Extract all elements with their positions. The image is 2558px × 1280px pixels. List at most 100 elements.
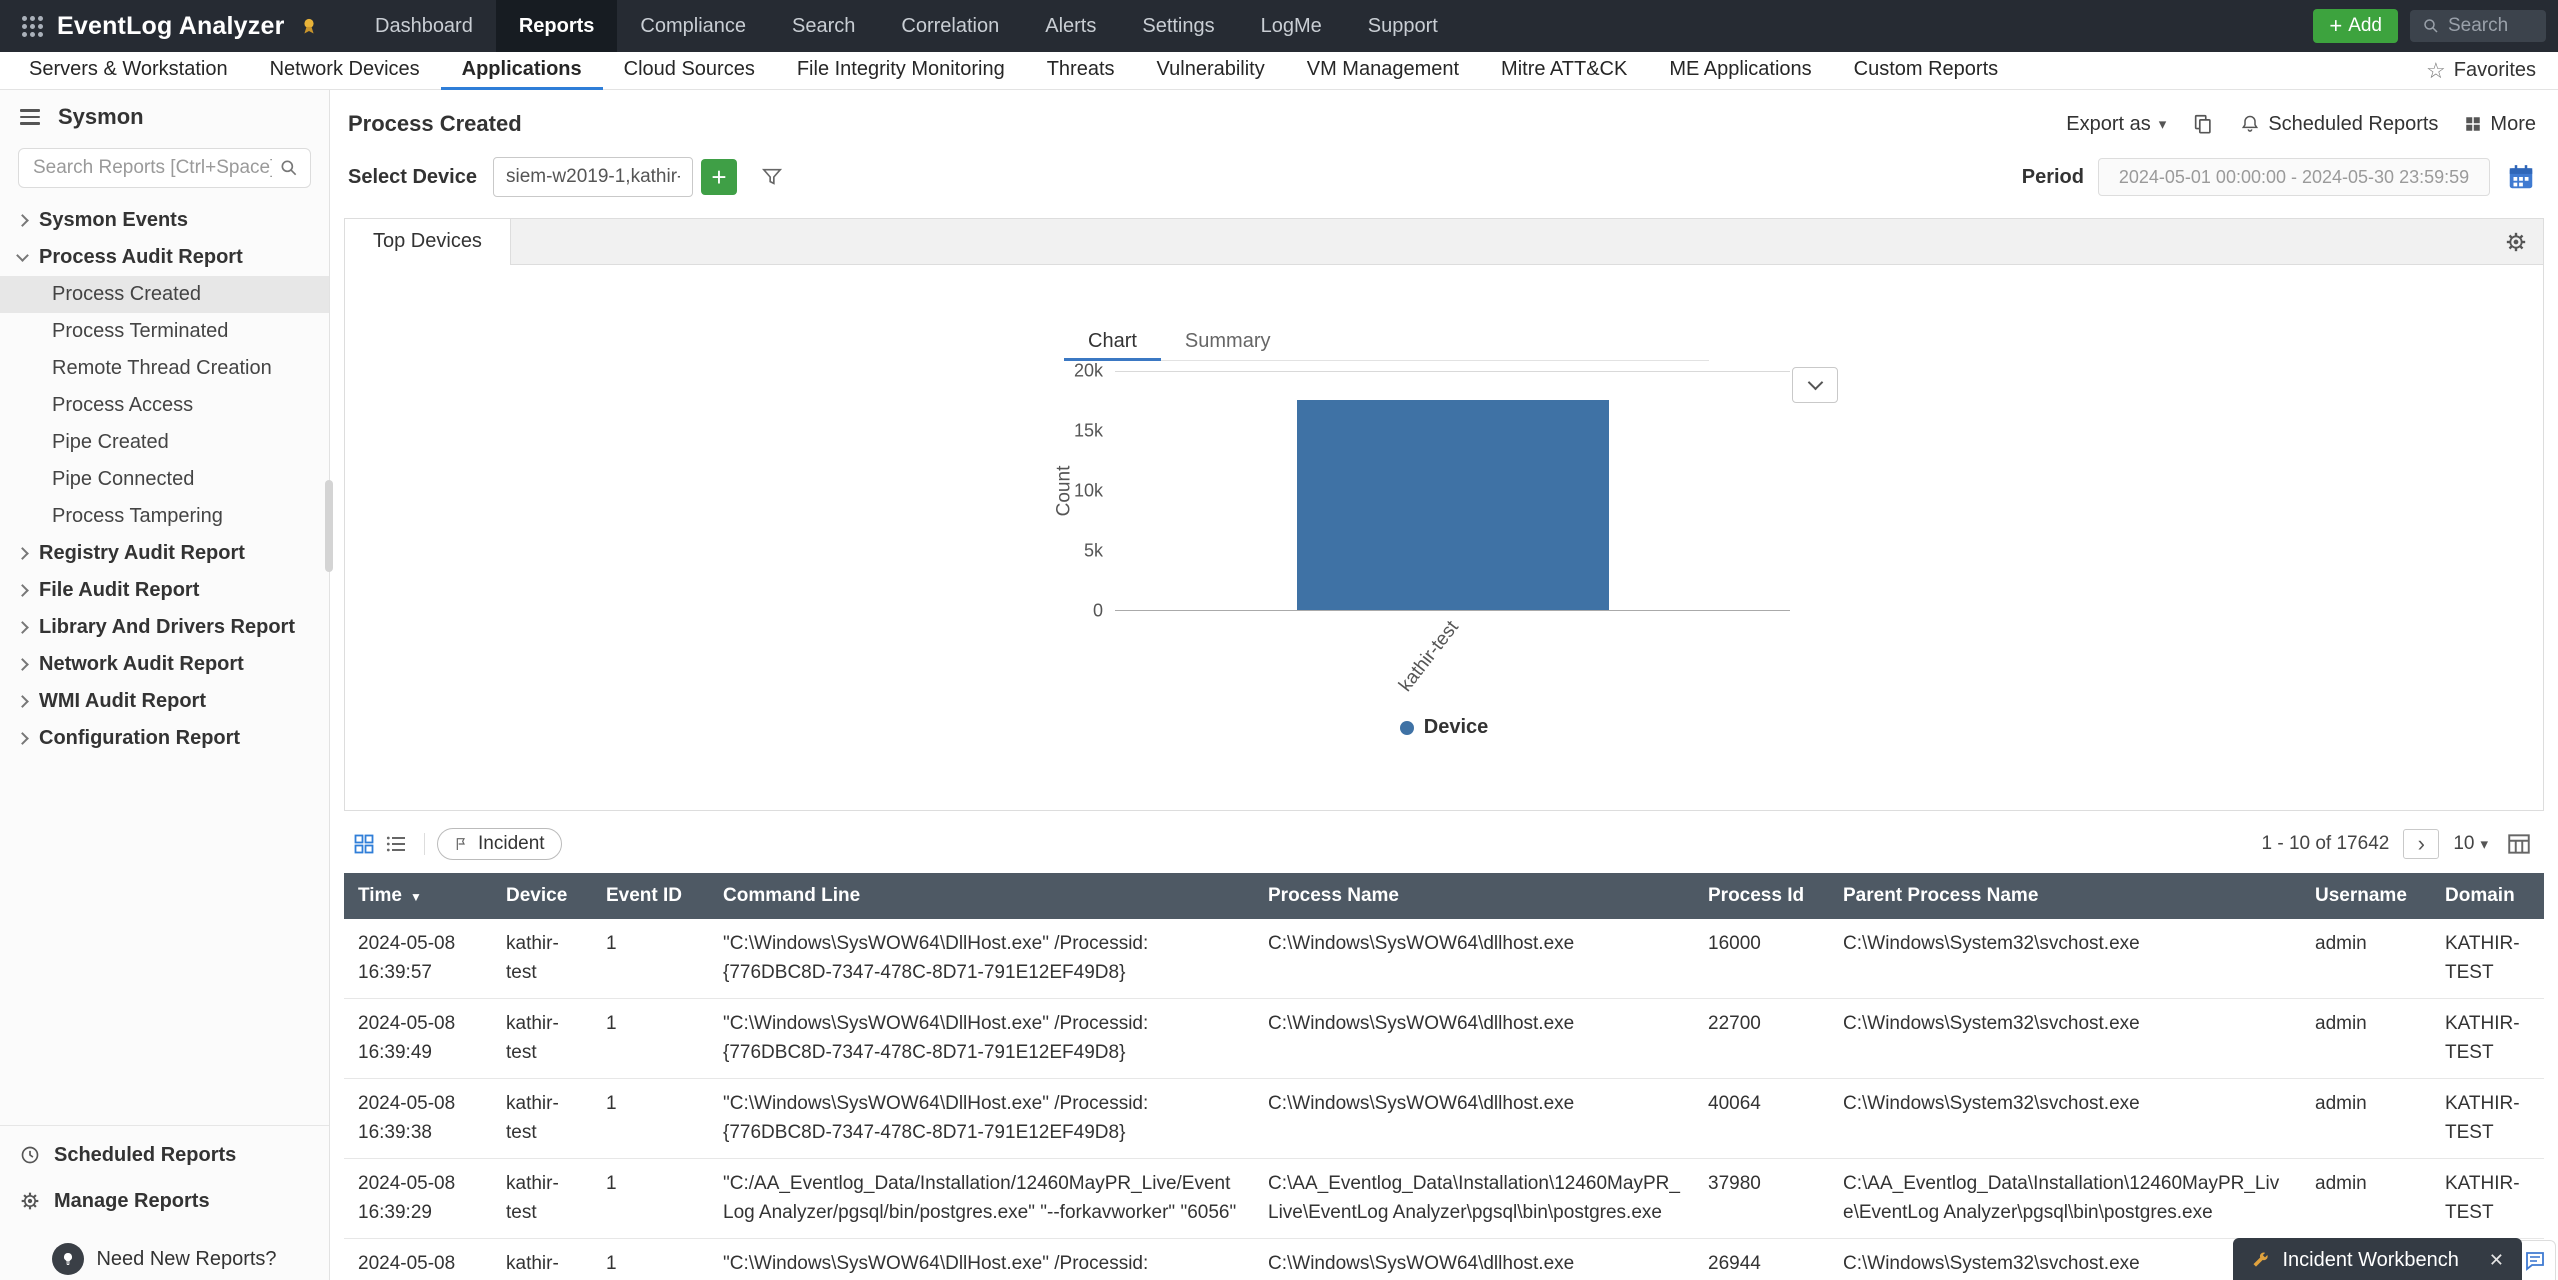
top-devices-panel: Top Devices Chart Summary Count 20k 15k xyxy=(344,218,2544,811)
subnav-cloud-sources[interactable]: Cloud Sources xyxy=(623,57,755,80)
subnav-vm-management[interactable]: VM Management xyxy=(1306,57,1460,80)
report-search-input[interactable] xyxy=(18,148,311,188)
subnav-mitre-attck[interactable]: Mitre ATT&CK xyxy=(1501,57,1628,80)
tree-item-process-access[interactable]: Process Access xyxy=(52,394,194,416)
table-row[interactable]: 2024-05-08 16:39:38 kathir-test 1 "C:\Windo… xyxy=(344,1078,2544,1159)
need-new-reports-button[interactable]: Need New Reports? xyxy=(0,1224,329,1280)
col-header-command-line[interactable]: Command Line xyxy=(709,873,1254,919)
apps-grid-icon[interactable] xyxy=(22,15,43,37)
cell-parent-process-name: C:\AA_Eventlog_Data\Installation\12460Ma… xyxy=(1829,1158,2301,1239)
tree-item-process-audit-report[interactable]: Process Audit Report xyxy=(0,239,329,276)
chart-options-chevron-button[interactable] xyxy=(1792,367,1838,403)
tree-item-process-created[interactable]: Process Created xyxy=(0,276,329,313)
scheduled-reports-button[interactable]: Scheduled Reports xyxy=(2240,113,2438,136)
column-chooser-icon[interactable] xyxy=(2502,827,2536,861)
next-page-button[interactable]: › xyxy=(2403,829,2440,859)
subnav-applications[interactable]: Applications xyxy=(440,52,603,90)
tree-item-network-audit-report[interactable]: Network Audit Report xyxy=(0,646,329,683)
tab-top-devices[interactable]: Top Devices xyxy=(345,218,511,265)
col-header-event-id[interactable]: Event ID xyxy=(592,873,709,919)
cell-domain: KATHIR-TEST xyxy=(2431,1158,2544,1239)
top-nav-logme[interactable]: LogMe xyxy=(1260,15,1322,37)
chevron-right-icon xyxy=(16,214,29,227)
top-nav-compliance[interactable]: Compliance xyxy=(640,15,747,37)
subnav-vulnerability[interactable]: Vulnerability xyxy=(1156,57,1265,80)
top-nav-dashboard[interactable]: Dashboard xyxy=(375,15,473,37)
col-header-process-name[interactable]: Process Name xyxy=(1254,873,1694,919)
y-tick: 20k xyxy=(1073,360,1103,381)
top-nav-settings[interactable]: Settings xyxy=(1142,15,1215,37)
subnav-me-applications[interactable]: ME Applications xyxy=(1669,57,1812,80)
tree-item-pipe-created[interactable]: Pipe Created xyxy=(52,431,169,453)
more-button[interactable]: More xyxy=(2464,113,2536,136)
grid-view-icon[interactable] xyxy=(348,828,380,860)
col-header-parent-process-name[interactable]: Parent Process Name xyxy=(1829,873,2301,919)
top-nav-support[interactable]: Support xyxy=(1367,15,1438,37)
period-range-input[interactable] xyxy=(2098,158,2490,196)
tree-item-process-terminated[interactable]: Process Terminated xyxy=(52,320,229,342)
incident-button[interactable]: Incident xyxy=(437,828,562,860)
global-search-input[interactable] xyxy=(2448,15,2528,37)
cell-username: admin xyxy=(2301,1158,2431,1239)
top-nav-alerts[interactable]: Alerts xyxy=(1045,15,1097,37)
table-row[interactable]: 2024-05-08 16:39:25kathir-test1"C:\Windo… xyxy=(344,1238,2544,1280)
list-view-icon[interactable] xyxy=(380,828,412,860)
close-icon[interactable]: ✕ xyxy=(2488,1249,2504,1270)
tab-summary[interactable]: Summary xyxy=(1184,330,1271,352)
export-as-button[interactable]: Export as ▾ xyxy=(2066,112,2167,135)
sidebar-scrollbar-handle[interactable] xyxy=(325,480,333,572)
subnav-threats[interactable]: Threats xyxy=(1046,57,1115,80)
export-file-icon[interactable] xyxy=(2192,113,2214,135)
subnav-file-integrity-monitoring[interactable]: File Integrity Monitoring xyxy=(796,57,1005,80)
tree-item-registry-audit-report[interactable]: Registry Audit Report xyxy=(0,535,329,572)
top-nav-reports[interactable]: Reports xyxy=(495,0,618,52)
table-row[interactable]: 2024-05-08 16:39:57 kathir-test 1 "C:\Windo… xyxy=(344,919,2544,999)
select-device-label: Select Device xyxy=(348,165,477,188)
top-nav-correlation[interactable]: Correlation xyxy=(901,15,1000,37)
table-row[interactable]: 2024-05-08 16:39:29 kathir-test 1 "C:/AA_Ev… xyxy=(344,1158,2544,1239)
filter-icon[interactable] xyxy=(761,166,783,188)
scheduled-reports-link[interactable]: Scheduled Reports xyxy=(0,1132,329,1178)
tree-item-library-and-drivers-report[interactable]: Library And Drivers Report xyxy=(0,609,329,646)
col-header-process-id[interactable]: Process Id xyxy=(1694,873,1829,919)
cell-event-id: 1 xyxy=(592,1078,709,1159)
cell-parent-process-name: C:\Windows\System32\svchost.exe xyxy=(1829,919,2301,999)
panel-settings-gear-icon[interactable] xyxy=(2505,231,2527,253)
cell-process-name: C:\Windows\SysWOW64\dllhost.exe xyxy=(1254,919,1694,999)
chevron-down-icon xyxy=(1807,374,1823,391)
col-header-domain[interactable]: Domain xyxy=(2431,873,2544,919)
tree-item-sysmon-events[interactable]: Sysmon Events xyxy=(0,202,329,239)
cell-process-name: C:\Windows\SysWOW64\dllhost.exe xyxy=(1254,998,1694,1079)
tab-chart[interactable]: Chart xyxy=(1064,321,1161,361)
chart-legend[interactable]: Device xyxy=(1064,716,1824,739)
favorites-button[interactable]: ☆ Favorites xyxy=(2426,57,2536,83)
tree-item-configuration-report[interactable]: Configuration Report xyxy=(0,720,329,757)
page-size-select[interactable]: 10 ▾ xyxy=(2453,833,2488,854)
hamburger-icon[interactable] xyxy=(20,109,40,125)
gear-icon xyxy=(20,1191,40,1211)
global-search-box[interactable] xyxy=(2410,10,2546,42)
calendar-icon[interactable] xyxy=(2506,162,2536,192)
col-header-username[interactable]: Username xyxy=(2301,873,2431,919)
table-row[interactable]: 2024-05-08 16:39:49 kathir-test 1 "C:\Windo… xyxy=(344,998,2544,1079)
tree-item-file-audit-report[interactable]: File Audit Report xyxy=(0,572,329,609)
device-select-input[interactable] xyxy=(492,157,693,197)
chart-bar[interactable] xyxy=(1296,400,1609,610)
cell-command-line: "C:/AA_Eventlog_Data/Installation/12460M… xyxy=(709,1158,1254,1239)
tree-item-remote-thread-creation[interactable]: Remote Thread Creation xyxy=(52,357,272,379)
tree-item-wmi-audit-report[interactable]: WMI Audit Report xyxy=(0,683,329,720)
cell-event-id: 1 xyxy=(592,998,709,1079)
subnav-custom-reports[interactable]: Custom Reports xyxy=(1853,57,1999,80)
top-nav-search[interactable]: Search xyxy=(792,15,856,37)
add-device-button[interactable]: + xyxy=(700,159,737,195)
subnav-servers-workstation[interactable]: Servers & Workstation xyxy=(29,57,228,80)
col-header-device[interactable]: Device xyxy=(492,873,592,919)
add-button[interactable]: + Add xyxy=(2313,9,2398,43)
tree-item-process-tampering[interactable]: Process Tampering xyxy=(52,505,223,527)
col-header-time[interactable]: Time ▼ xyxy=(344,873,492,919)
tree-item-pipe-connected[interactable]: Pipe Connected xyxy=(52,468,195,490)
cell-event-id: 1 xyxy=(592,1158,709,1239)
manage-reports-link[interactable]: Manage Reports xyxy=(0,1178,329,1224)
sidebar-title: Sysmon xyxy=(58,104,144,129)
subnav-network-devices[interactable]: Network Devices xyxy=(269,57,420,80)
